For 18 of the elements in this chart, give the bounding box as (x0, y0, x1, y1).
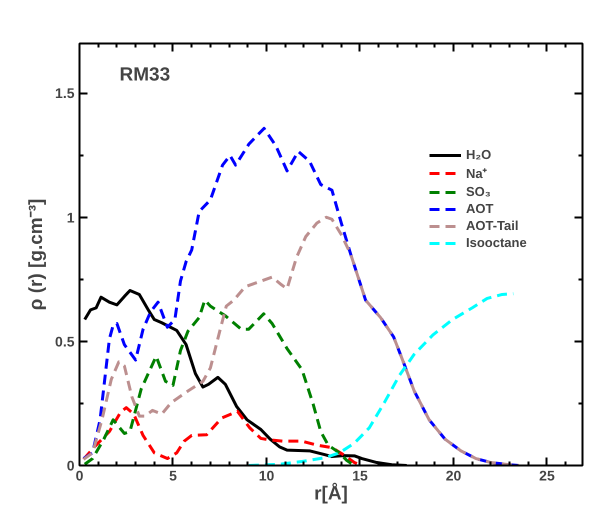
x-tick-label: 10 (258, 468, 274, 484)
x-tick-label: 25 (539, 468, 555, 484)
annotation: RM33 (120, 64, 170, 86)
legend-label: SO₃ (466, 184, 491, 199)
legend-label: AOT-Tail (466, 218, 518, 233)
x-tick-label: 5 (169, 468, 178, 484)
y-tick-label: 0 (66, 458, 75, 474)
y-tick-label: 1.5 (55, 85, 75, 102)
y-tick-label: 1 (66, 209, 75, 226)
y-axis-title: ρ (r) [g.cm⁻³] (26, 198, 48, 310)
y-tick-label: 0.5 (55, 333, 75, 350)
x-axis-title: r[Å] (314, 482, 348, 504)
x-tick-label: 15 (352, 468, 368, 484)
legend-label: Na⁺ (466, 165, 487, 182)
legend-label: Isooctane (466, 235, 527, 250)
legend-label: AOT (466, 201, 494, 216)
x-tick-label: 20 (446, 468, 462, 484)
legend-label: H₂O (466, 147, 492, 162)
